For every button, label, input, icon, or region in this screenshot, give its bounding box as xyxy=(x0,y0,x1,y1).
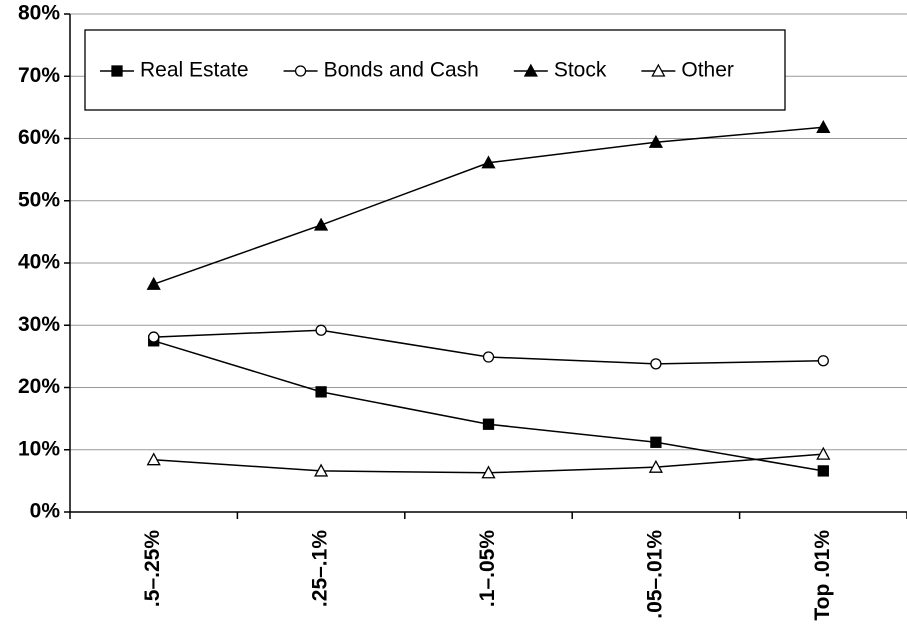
marker xyxy=(482,418,495,430)
marker xyxy=(294,65,307,77)
x-tick-label: .1–.05% xyxy=(476,530,499,607)
marker xyxy=(315,386,327,398)
y-tick-label: 10% xyxy=(18,437,60,460)
marker xyxy=(523,63,538,77)
x-tick-label: .05–.01% xyxy=(643,530,666,619)
y-tick-label: 30% xyxy=(18,313,60,336)
marker xyxy=(146,452,161,466)
marker xyxy=(481,465,496,479)
marker xyxy=(315,324,327,336)
legend-label: Real Estate xyxy=(140,59,249,82)
legend-label: Other xyxy=(681,59,734,82)
marker xyxy=(482,351,495,363)
y-tick-label: 40% xyxy=(18,251,60,274)
y-tick-label: 20% xyxy=(18,375,60,398)
marker xyxy=(146,276,161,290)
marker xyxy=(650,358,662,370)
marker xyxy=(816,446,831,460)
legend-label: Bonds and Cash xyxy=(324,59,479,82)
marker xyxy=(111,65,123,77)
y-tick-label: 80% xyxy=(18,2,60,25)
marker xyxy=(148,331,160,343)
y-tick-label: 70% xyxy=(18,64,60,87)
marker xyxy=(817,355,829,367)
marker xyxy=(314,217,329,231)
x-tick-label: .25–.1% xyxy=(309,530,332,607)
marker xyxy=(651,63,666,77)
marker xyxy=(481,155,496,169)
y-tick-label: 50% xyxy=(18,188,60,211)
marker xyxy=(817,465,829,477)
x-tick-label: .5–.25% xyxy=(141,530,164,607)
legend-label: Stock xyxy=(554,59,607,82)
marker xyxy=(648,134,663,148)
marker xyxy=(314,463,329,477)
series-line xyxy=(153,126,824,285)
legend: Real Estate Bonds and Cash Stock Other xyxy=(84,29,786,111)
y-tick-label: 60% xyxy=(18,126,60,149)
y-tick-label: 0% xyxy=(30,500,61,523)
marker xyxy=(650,436,662,448)
marker xyxy=(816,119,831,133)
marker xyxy=(648,459,663,473)
x-tick-label: Top .01% xyxy=(811,530,834,621)
legend-box xyxy=(84,29,786,111)
